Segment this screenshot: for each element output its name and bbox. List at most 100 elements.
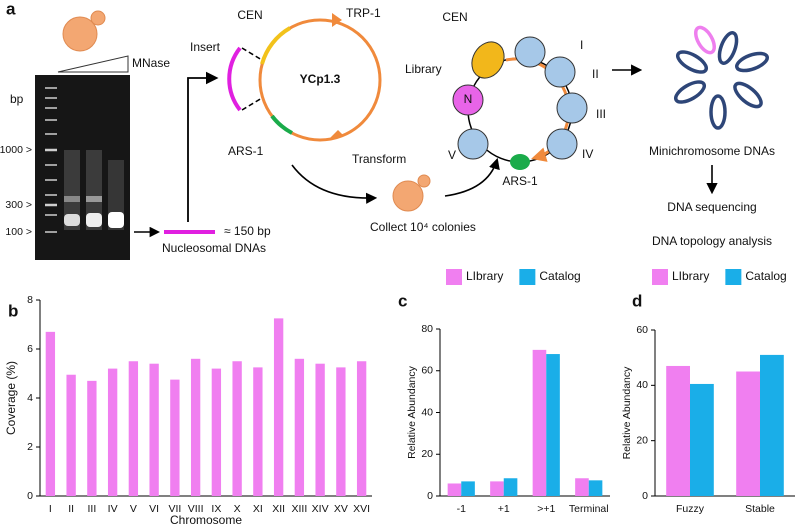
- bead-label: III: [596, 107, 606, 121]
- y-axis-label: Relative Abundancy: [406, 365, 418, 459]
- legend-swatch: [652, 269, 668, 285]
- bar: [128, 361, 139, 496]
- bar: [532, 349, 547, 496]
- legend-swatch: [519, 269, 536, 285]
- y-tick-label: 40: [421, 406, 433, 418]
- transform-label: Transform: [352, 152, 406, 166]
- fragment-label: Nucleosomal DNAs: [162, 241, 266, 255]
- bead-label: II: [592, 67, 599, 81]
- collect-label: Collect 10⁴ colonies: [370, 220, 476, 234]
- x-tick-label: X: [234, 503, 241, 515]
- y-tick-label: 0: [27, 490, 33, 502]
- legend-swatch: [725, 269, 742, 285]
- x-tick-label: IX: [211, 503, 221, 515]
- plasmid-name: YCp1.3: [300, 72, 341, 86]
- yeast-bud: [417, 174, 431, 188]
- x-tick-label: VI: [149, 503, 159, 515]
- ladder: [45, 87, 57, 233]
- bar: [253, 367, 263, 496]
- y-tick-label: 0: [427, 490, 433, 502]
- y-axis-label: Coverage (%): [4, 361, 18, 435]
- bar: [315, 363, 325, 496]
- bar: [760, 354, 784, 496]
- plasmid-ars: [270, 114, 293, 135]
- insert-fragment: [227, 46, 242, 112]
- y-tick-label: 20: [421, 448, 433, 460]
- bar: [190, 358, 201, 496]
- n-bead: [452, 84, 484, 116]
- bar: [666, 365, 690, 496]
- bar: [503, 478, 518, 496]
- x-tick-label: >+1: [537, 503, 555, 515]
- legend-label: LIbrary: [466, 269, 503, 283]
- y-tick-label: 20: [636, 434, 648, 446]
- plasmid: [258, 18, 382, 142]
- x-tick-label: I: [49, 503, 52, 515]
- x-tick-label: XIII: [291, 503, 307, 515]
- x-tick-label: V: [130, 503, 137, 515]
- bar: [232, 361, 242, 496]
- bar: [461, 481, 475, 496]
- x-tick-label: VIII: [188, 503, 204, 515]
- arrow: [291, 164, 378, 204]
- x-tick-label: VII: [168, 503, 181, 515]
- cen-bead: [471, 41, 505, 79]
- yeast-cell: [392, 180, 424, 212]
- bar: [490, 481, 504, 496]
- x-tick-label: IV: [108, 503, 118, 515]
- bar: [294, 358, 305, 496]
- yeast-bud: [90, 10, 106, 26]
- bead-label: V: [448, 148, 456, 162]
- bar: [45, 331, 56, 496]
- y-tick-label: 2: [27, 441, 33, 453]
- bar: [87, 380, 97, 496]
- legend-label: Catalog: [745, 269, 786, 283]
- bead-label: IV: [582, 147, 593, 161]
- x-tick-label: XII: [272, 503, 285, 515]
- bead-label: I: [580, 38, 583, 52]
- bar: [575, 478, 589, 496]
- y-tick-label: 80: [421, 323, 433, 335]
- y-axis-label: Relative Abundancy: [621, 366, 633, 460]
- x-tick-label: III: [87, 503, 96, 515]
- bar: [211, 368, 222, 496]
- beads: [457, 36, 588, 160]
- step: DNA topology analysis: [652, 234, 772, 248]
- bar: [149, 363, 159, 496]
- bar: [690, 383, 714, 496]
- y-tick-label: 8: [27, 294, 33, 306]
- trp-marker: [332, 13, 342, 27]
- mnase-wedge: [57, 55, 129, 73]
- step: DNA sequencing: [667, 200, 756, 214]
- arrowhead: [328, 130, 344, 140]
- x-tick-label: XV: [334, 503, 348, 515]
- cen-label: CEN: [442, 10, 467, 24]
- pink-loop: [693, 25, 717, 55]
- x-tick-label: II: [68, 503, 74, 515]
- fragment-size: ≈ 150 bp: [224, 224, 271, 238]
- panel-label: b: [8, 301, 18, 320]
- y-tick-label: 40: [636, 379, 648, 391]
- x-tick-label: Stable: [745, 503, 775, 515]
- x-axis-label: Chromosome: [170, 513, 242, 527]
- bar: [588, 480, 603, 496]
- y-tick-label: 0: [642, 490, 648, 502]
- plasmid-cen: [260, 26, 292, 65]
- y-tick-label: 60: [421, 365, 433, 377]
- bar: [107, 368, 118, 496]
- ars-label: ARS-1: [502, 174, 538, 188]
- n-label: N: [464, 92, 473, 106]
- y-tick-label: 60: [636, 324, 648, 336]
- legend-swatch: [446, 269, 462, 285]
- minichromosome-label: Minichromosome DNAs: [649, 144, 775, 158]
- yeast-cell: [62, 16, 98, 52]
- x-tick-label: +1: [498, 503, 510, 515]
- x-tick-label: Terminal: [569, 503, 609, 515]
- plasmid-ars-label: ARS-1: [228, 144, 264, 158]
- x-tick-label: -1: [457, 503, 466, 515]
- x-tick-label: XI: [253, 503, 263, 515]
- x-tick-label: Fuzzy: [676, 503, 705, 515]
- bar: [356, 361, 367, 496]
